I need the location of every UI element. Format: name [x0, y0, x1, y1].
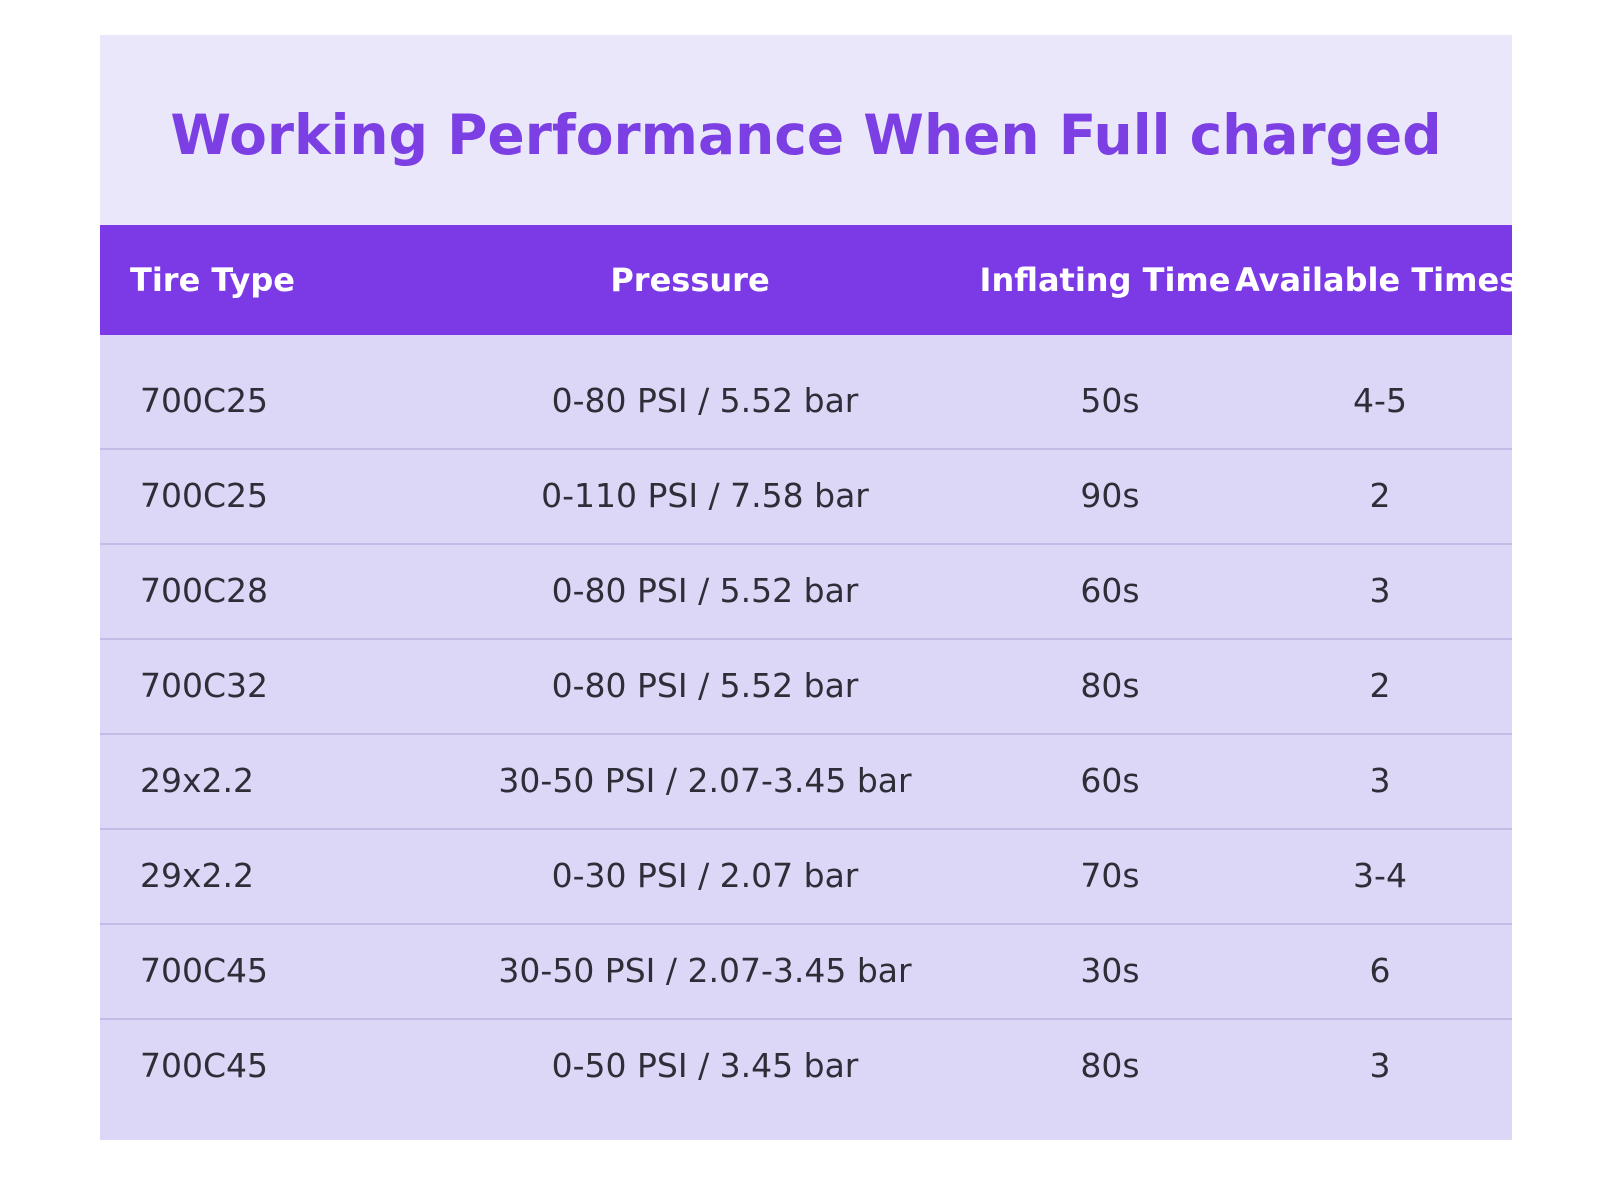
cell-pressure: 0-50 PSI / 3.45 bar: [551, 1046, 859, 1085]
cell-inflating-time: 60s: [1080, 761, 1140, 800]
cell-pressure: 0-80 PSI / 5.52 bar: [551, 666, 859, 705]
table-row: 700C25 0-110 PSI / 7.58 bar 90s 2: [100, 448, 1512, 545]
cell-pressure: 0-30 PSI / 2.07 bar: [551, 856, 859, 895]
cell-tire-type: 29x2.2: [140, 856, 255, 895]
cell-available-times: 6: [1369, 951, 1391, 990]
cell-inflating-time: 80s: [1080, 1046, 1140, 1085]
cell-tire-type: 700C25: [140, 381, 269, 420]
cell-inflating-time: 80s: [1080, 666, 1140, 705]
cell-tire-type: 700C28: [140, 571, 269, 610]
cell-available-times: 2: [1369, 476, 1391, 515]
table-row: 29x2.2 0-30 PSI / 2.07 bar 70s 3-4: [100, 828, 1512, 925]
page-title: Working Performance When Full charged: [170, 103, 1442, 167]
cell-inflating-time: 50s: [1080, 381, 1140, 420]
cell-available-times: 3: [1369, 1046, 1391, 1085]
header-tire-type: Tire Type: [130, 261, 295, 299]
cell-available-times: 3: [1369, 761, 1391, 800]
cell-inflating-time: 70s: [1080, 856, 1140, 895]
table-header: Tire Type Pressure Inflating Time Availa…: [100, 225, 1519, 335]
table-row: 700C28 0-80 PSI / 5.52 bar 60s 3: [100, 543, 1512, 640]
cell-pressure: 0-80 PSI / 5.52 bar: [551, 571, 859, 610]
table-body: 700C25 0-80 PSI / 5.52 bar 50s 4-5 700C2…: [100, 335, 1512, 1140]
header-available-times: Available Times: [1235, 261, 1519, 299]
cell-available-times: 2: [1369, 666, 1391, 705]
performance-card: Working Performance When Full charged Ti…: [100, 35, 1519, 1140]
title-band: Working Performance When Full charged: [100, 35, 1512, 225]
cell-pressure: 30-50 PSI / 2.07-3.45 bar: [498, 761, 912, 800]
table-row: 700C32 0-80 PSI / 5.52 bar 80s 2: [100, 638, 1512, 735]
cell-tire-type: 700C25: [140, 476, 269, 515]
header-pressure: Pressure: [610, 261, 770, 299]
cell-available-times: 4-5: [1353, 381, 1407, 420]
cell-tire-type: 29x2.2: [140, 761, 255, 800]
table-row: 29x2.2 30-50 PSI / 2.07-3.45 bar 60s 3: [100, 733, 1512, 830]
cell-available-times: 3-4: [1353, 856, 1407, 895]
cell-tire-type: 700C45: [140, 1046, 269, 1085]
cell-tire-type: 700C45: [140, 951, 269, 990]
cell-tire-type: 700C32: [140, 666, 269, 705]
table-row: 700C25 0-80 PSI / 5.52 bar 50s 4-5: [100, 353, 1512, 450]
cell-pressure: 0-80 PSI / 5.52 bar: [551, 381, 859, 420]
cell-inflating-time: 30s: [1080, 951, 1140, 990]
cell-pressure: 30-50 PSI / 2.07-3.45 bar: [498, 951, 912, 990]
cell-inflating-time: 60s: [1080, 571, 1140, 610]
cell-pressure: 0-110 PSI / 7.58 bar: [541, 476, 869, 515]
cell-available-times: 3: [1369, 571, 1391, 610]
header-inflating-time: Inflating Time: [979, 261, 1231, 299]
table-row: 700C45 30-50 PSI / 2.07-3.45 bar 30s 6: [100, 923, 1512, 1020]
table-row: 700C45 0-50 PSI / 3.45 bar 80s 3: [100, 1018, 1512, 1113]
cell-inflating-time: 90s: [1080, 476, 1140, 515]
